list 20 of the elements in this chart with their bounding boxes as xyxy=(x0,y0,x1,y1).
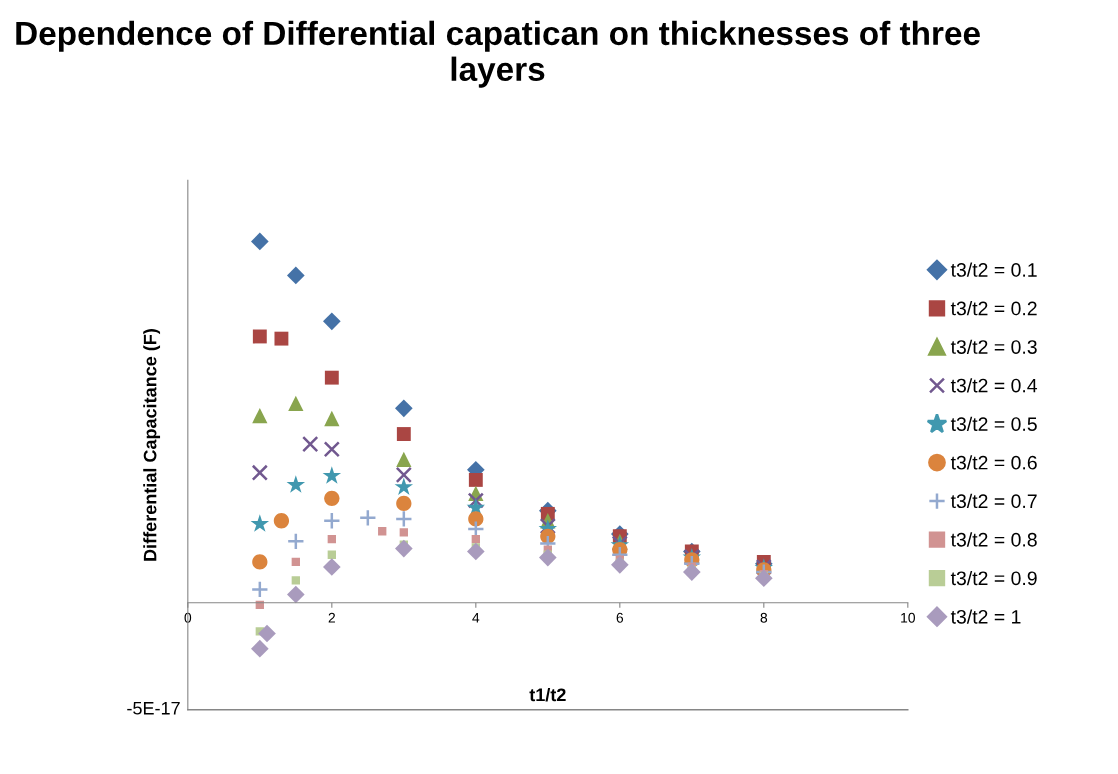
legend-label: t3/t2 = 0.3 xyxy=(950,339,1037,354)
legend-label: t3/t2 = 0.7 xyxy=(950,493,1037,509)
x-tick-label: 10 xyxy=(901,612,915,623)
legend-label: t3/t2 = 0.9 xyxy=(950,570,1037,586)
text: -5E-17 xyxy=(127,702,180,715)
legend-label: t3/t2 = 1 xyxy=(950,609,1021,624)
x-tick-label: 0 xyxy=(184,612,192,623)
x-axis-title: t1/t2 xyxy=(529,687,566,702)
x-tick-label: 8 xyxy=(760,612,768,623)
legend-label: t3/t2 = 0.5 xyxy=(950,416,1037,431)
x-tick-label: 2 xyxy=(328,612,335,623)
chart-title: Dependence of Differential capatican on thicknesses of three layers xyxy=(16,20,980,88)
x-tick-label: 6 xyxy=(616,612,624,623)
x-tick-label: 4 xyxy=(472,613,480,623)
legend-label: t3/t2 = 0.1 xyxy=(950,262,1037,277)
legend-label: t3/t2 = 0.4 xyxy=(950,378,1038,393)
y-axis-title: Differential Capacitance (F) xyxy=(143,329,161,561)
legend-label: t3/t2 = 0.8 xyxy=(950,532,1037,547)
legend-label: t3/t2 = 0.6 xyxy=(950,455,1037,470)
legend-label: t3/t2 = 0.2 xyxy=(950,301,1037,316)
